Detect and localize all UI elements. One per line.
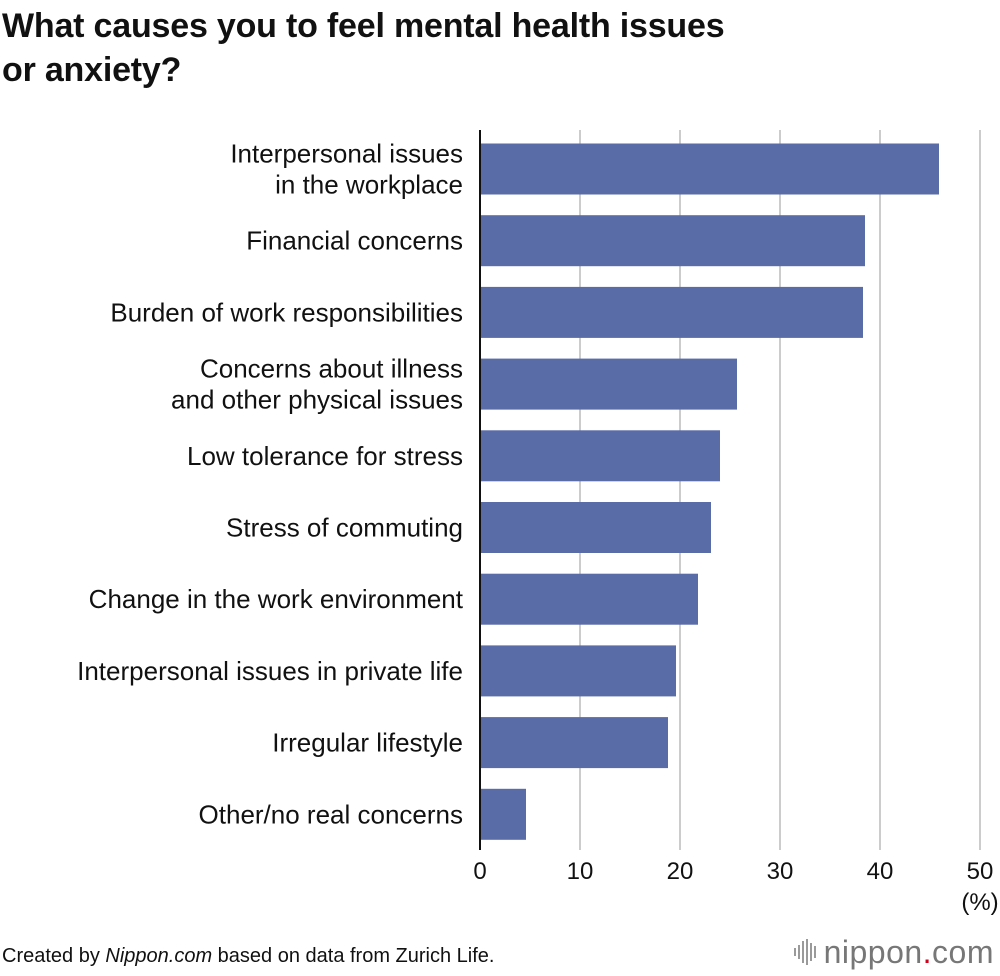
bar-5 [480, 430, 720, 482]
waveform-icon [793, 939, 816, 965]
x-tick-label-10: 10 [567, 858, 594, 885]
category-label-8: Interpersonal issues in private life [77, 656, 463, 686]
chart-title-line-1: What causes you to feel mental health is… [2, 7, 725, 45]
nippon-logo: nippon.com [793, 934, 994, 970]
x-tick-label-20: 20 [667, 858, 694, 885]
x-tick-label-50: 50 [967, 858, 994, 885]
bar-6 [480, 502, 711, 553]
chart-title: What causes you to feel mental health is… [2, 4, 982, 92]
source-credit: Created by Nippon.com based on data from… [2, 943, 494, 969]
x-tick-label-30: 30 [767, 858, 794, 885]
category-label-9: Irregular lifestyle [272, 728, 463, 758]
source-credit-prefix: Created by [2, 945, 106, 967]
bar-10 [480, 788, 526, 840]
x-tick-label-0: 0 [473, 858, 486, 885]
category-label-3: Burden of work responsibilities [110, 297, 463, 327]
bar-1 [480, 143, 939, 195]
category-label-1: Interpersonal issues in the workplace [230, 139, 463, 200]
category-label-5: Low tolerance for stress [187, 441, 463, 471]
x-axis-unit-label: (%) [961, 889, 998, 916]
bar-2 [480, 215, 865, 267]
category-label-10: Other/no real concerns [199, 799, 463, 829]
bar-8 [480, 645, 676, 697]
x-tick-label-40: 40 [867, 858, 894, 885]
bar-4 [480, 358, 737, 410]
category-label-7: Change in the work environment [89, 584, 464, 614]
source-credit-name: Nippon.com [105, 945, 213, 967]
bar-3 [480, 286, 863, 338]
category-label-6: Stress of commuting [226, 513, 463, 543]
bar-7 [480, 573, 698, 625]
source-credit-suffix: based on data from Zurich Life. [212, 945, 495, 967]
bar-chart: Interpersonal issues in the workplace Fina… [77, 130, 999, 916]
bar-9 [480, 717, 668, 769]
chart-title-line-2: or anxiety? [2, 51, 182, 89]
category-label-4: Concerns about illness and other physical… [171, 354, 463, 415]
logo-text: nippon.com [823, 934, 994, 970]
category-label-2: Financial concerns [246, 226, 463, 256]
